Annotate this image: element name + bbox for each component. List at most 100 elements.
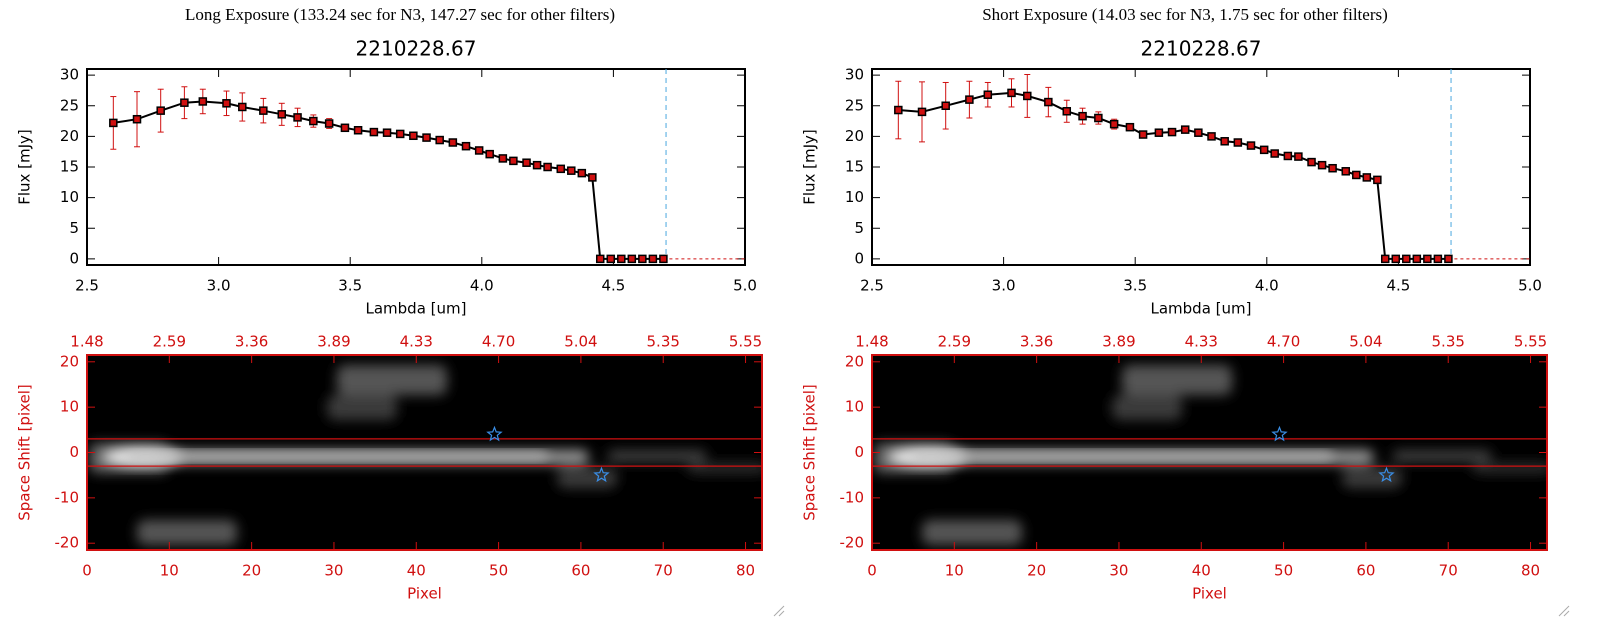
- x-tick-label: 3.0: [207, 277, 231, 295]
- flux-point: [1317, 160, 1327, 170]
- x2-tick-label: 4.33: [400, 333, 433, 351]
- spectrum-plot: Short Exposure (14.03 sec for N3, 1.75 s…: [801, 5, 1542, 318]
- flux-point: [422, 133, 431, 142]
- y-tick-label: 15: [845, 158, 864, 176]
- x-tick-label: 50: [1274, 562, 1293, 580]
- y-tick-label: 20: [60, 352, 79, 370]
- y-tick-label: 10: [60, 188, 79, 206]
- y-tick-label: 10: [60, 398, 79, 416]
- flux-point: [369, 127, 379, 137]
- y-tick-label: 10: [845, 398, 864, 416]
- flux-point: [1373, 175, 1382, 185]
- y-tick-label: 20: [845, 352, 864, 370]
- flux-point: [1246, 141, 1256, 150]
- image-plot: 1.48 2.59 3.36 3.89 4.33 4.70 5.04 5.35 5.55 0 10 2…: [801, 333, 1548, 603]
- y-tick-label: 10: [845, 188, 864, 206]
- x2-tick-label: 5.35: [647, 333, 680, 351]
- x-tick-label: 3.5: [1123, 277, 1147, 295]
- x-tick-label: 5.0: [733, 277, 757, 295]
- flux-point: [395, 129, 405, 139]
- flux-point: [894, 105, 903, 115]
- flux-point: [1220, 137, 1229, 146]
- x-axis-label: Lambda [um]: [1151, 300, 1252, 318]
- flux-point: [1444, 254, 1453, 264]
- flux-point: [1402, 254, 1411, 264]
- x-axis-label: Lambda [um]: [366, 300, 467, 318]
- flux-point: [324, 119, 334, 128]
- x-tick-label: 50: [489, 562, 508, 580]
- glow: [1112, 395, 1182, 420]
- flux-point: [1138, 130, 1148, 139]
- flux-point: [522, 158, 531, 167]
- x-tick-label: 2.5: [860, 277, 884, 295]
- y-tick-label: 5: [854, 219, 864, 237]
- flux-point: [543, 162, 552, 172]
- flux-point: [1341, 167, 1351, 176]
- flux-point: [1391, 254, 1401, 264]
- x-tick-label: 10: [945, 562, 964, 580]
- flux-line: [113, 100, 664, 260]
- flux-line: [898, 91, 1449, 260]
- flux-point: [293, 113, 302, 122]
- flux-point: [222, 99, 231, 108]
- streak: [127, 452, 547, 460]
- flux-point: [983, 90, 993, 99]
- flux-point: [965, 95, 974, 104]
- x-tick-label: 40: [407, 562, 426, 580]
- x2-tick-label: 1.48: [855, 333, 888, 351]
- resize-grip[interactable]: [773, 605, 785, 617]
- x-axis-label: Pixel: [407, 585, 442, 603]
- x2-tick-label: 4.70: [482, 333, 515, 351]
- y-tick-label: 30: [845, 66, 864, 84]
- x-tick-label: 30: [1109, 562, 1128, 580]
- flux-point: [1044, 97, 1053, 107]
- x-tick-label: 60: [1356, 562, 1375, 580]
- x2-tick-label: 5.55: [1514, 333, 1547, 351]
- x2-tick-label: 5.35: [1432, 333, 1465, 351]
- flux-point: [259, 106, 268, 115]
- x2-tick-label: 5.04: [1349, 333, 1382, 351]
- x2-tick-label: 2.59: [153, 333, 186, 351]
- x-axis-label: Pixel: [1192, 585, 1227, 603]
- x2-tick-label: 1.48: [70, 333, 103, 351]
- x2-tick-label: 4.70: [1267, 333, 1300, 351]
- flux-point: [556, 164, 566, 174]
- glow: [607, 450, 707, 462]
- flux-point: [567, 166, 576, 175]
- flux-point: [1328, 163, 1337, 173]
- flux-point: [238, 102, 247, 112]
- y-tick-label: -20: [840, 534, 865, 552]
- flux-point: [180, 98, 189, 107]
- flux-point: [340, 123, 350, 133]
- flux-point: [917, 107, 927, 117]
- flux-point: [1109, 119, 1119, 129]
- glow: [922, 520, 1022, 545]
- heatmap: [872, 355, 1547, 550]
- flux-point: [595, 254, 605, 264]
- x-tick-label: 5.0: [1518, 277, 1542, 295]
- flux-point: [1194, 128, 1203, 137]
- flux-point: [109, 118, 118, 128]
- x-tick-label: 2.5: [75, 277, 99, 295]
- x-tick-label: 4.0: [1255, 277, 1279, 295]
- plot-title: Long Exposure (133.24 sec for N3, 147.27…: [185, 5, 615, 24]
- spectrum-plot: Long Exposure (133.24 sec for N3, 147.27…: [16, 5, 757, 318]
- flux-point: [1283, 151, 1293, 161]
- flux-point: [1094, 113, 1103, 123]
- flux-point: [941, 101, 950, 110]
- y-tick-label: 0: [69, 443, 79, 461]
- flux-point: [1270, 149, 1279, 158]
- flux-point: [1259, 145, 1269, 155]
- heatmap: [87, 355, 762, 550]
- x2-tick-label: 4.33: [1185, 333, 1218, 351]
- flux-point: [648, 254, 658, 264]
- x-tick-label: 80: [1521, 562, 1540, 580]
- x-tick-label: 3.0: [992, 277, 1016, 295]
- flux-point: [353, 126, 363, 135]
- y-tick-label: 30: [60, 66, 79, 84]
- y-tick-label: -10: [840, 488, 865, 506]
- resize-grip[interactable]: [1558, 605, 1570, 617]
- y-tick-label: 0: [854, 443, 864, 461]
- plot-subtitle: 2210228.67: [1141, 37, 1262, 61]
